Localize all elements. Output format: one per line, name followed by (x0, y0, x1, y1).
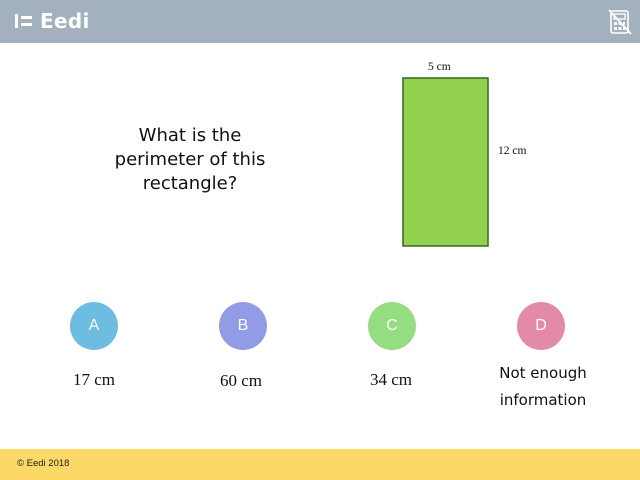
question-text: What is the perimeter of this rectangle? (114, 125, 266, 194)
option-c-button[interactable]: C (368, 302, 416, 350)
option-d-answer-line1: Not enough (499, 364, 587, 382)
rectangle-shape (402, 77, 489, 247)
calculator-disabled-icon[interactable] (608, 9, 632, 35)
option-d-button[interactable]: D (517, 302, 565, 350)
option-d-answer: Not enough information (488, 360, 598, 414)
option-a-answer: 17 cm (72, 370, 116, 389)
option-a-button[interactable]: A (70, 302, 118, 350)
option-c-answer: 34 cm (369, 370, 413, 389)
brand-name: Eedi (40, 9, 90, 33)
copyright-text: © Eedi 2018 (17, 458, 70, 469)
option-b-button[interactable]: B (219, 302, 267, 350)
option-d-answer-line2: information (499, 391, 587, 409)
header-bar: Eedi (0, 0, 640, 43)
eedi-logo: Eedi (15, 9, 90, 33)
height-label: 12 cm (498, 145, 527, 157)
option-b-answer: 60 cm (219, 371, 263, 390)
width-label: 5 cm (428, 61, 451, 73)
eedi-logo-mark-icon (15, 13, 33, 29)
footer-bar: © Eedi 2018 (0, 449, 640, 480)
